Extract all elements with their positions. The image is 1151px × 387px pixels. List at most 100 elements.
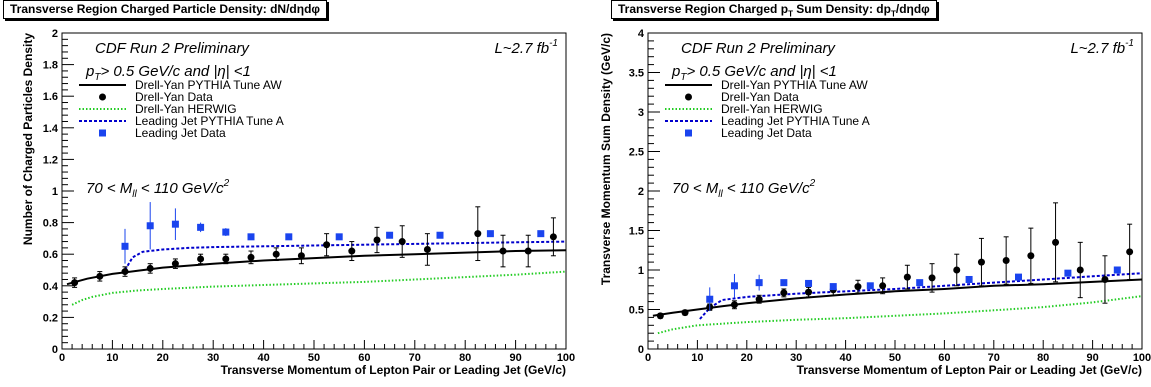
y-tick-label: 0.5 xyxy=(629,305,644,317)
data-point-dy xyxy=(1002,257,1010,265)
y-tick-label: 3.5 xyxy=(629,68,644,80)
data-point-jet xyxy=(1113,266,1121,274)
x-tick-label: 60 xyxy=(358,352,370,364)
data-point-dy xyxy=(71,279,79,287)
legend-label: Drell-Yan PYTHIA Tune AW xyxy=(135,78,282,92)
x-tick-label: 50 xyxy=(889,352,901,364)
x-tick-label: 100 xyxy=(1133,352,1151,364)
y-tick-label: 1 xyxy=(52,186,58,198)
data-point-jet xyxy=(537,230,545,238)
series-line-jet-pythia xyxy=(699,272,1143,320)
y-tick-label: 4 xyxy=(638,28,645,40)
x-tick-label: 100 xyxy=(557,352,575,364)
data-point-jet xyxy=(805,279,813,287)
data-point-jet xyxy=(386,231,394,239)
data-point-jet xyxy=(866,282,874,290)
series-line-dy-pythia xyxy=(66,249,567,286)
chart-title-text-end: /dηdφ xyxy=(895,2,930,16)
data-point-dy xyxy=(805,288,813,296)
data-point-dy xyxy=(928,274,936,282)
chart-title: Transverse Region Charged pT Sum Density… xyxy=(611,0,937,19)
data-point-dy xyxy=(755,295,763,303)
y-tick-label: 0 xyxy=(52,344,58,356)
data-point-dy xyxy=(323,241,331,249)
y-tick-label: 2.5 xyxy=(629,147,644,159)
data-point-dy xyxy=(854,283,862,291)
annotation-mass-pre: 70 < M xyxy=(86,180,133,197)
annotation-mass-window: 70 < Mll < 110 GeV/c2 xyxy=(86,178,230,200)
legend-label: Drell-Yan HERWIG xyxy=(135,102,237,116)
annotation-mass-post: < 110 GeV/c xyxy=(137,180,224,197)
data-point-jet xyxy=(486,230,494,238)
annotation-lumi-sup: -1 xyxy=(549,38,558,49)
annotation-mass-sub: ll xyxy=(718,189,723,200)
data-point-jet xyxy=(1064,269,1072,277)
legend-label: Leading Jet Data xyxy=(721,126,812,140)
x-tick-label: 20 xyxy=(741,352,753,364)
data-point-jet xyxy=(730,282,738,290)
y-tick-label: 1.5 xyxy=(629,226,644,238)
annotation-run: CDF Run 2 Preliminary xyxy=(681,40,836,57)
data-point-jet xyxy=(755,279,763,287)
data-point-dy xyxy=(681,309,689,317)
data-point-dy xyxy=(373,236,381,244)
data-point-jet xyxy=(780,279,788,287)
y-tick-label: 2 xyxy=(638,186,644,198)
annotation-luminosity: L~2.7 fb-1 xyxy=(1070,38,1134,57)
data-point-jet xyxy=(171,220,179,228)
y-tick-label: 0.2 xyxy=(43,312,58,324)
data-point-jet xyxy=(197,223,205,231)
data-point-jet xyxy=(829,283,837,291)
x-tick-label: 40 xyxy=(839,352,851,364)
annotation-mass-post: < 110 GeV/c xyxy=(723,180,810,197)
data-point-dy xyxy=(524,247,532,255)
data-point-jet xyxy=(1015,273,1022,281)
data-point-jet xyxy=(965,275,973,283)
data-point-dy xyxy=(96,272,104,280)
y-axis-label: Number of Charged Particles Density xyxy=(21,33,35,245)
x-axis-label: Transverse Momentum of Lepton Pair or Le… xyxy=(797,363,1142,377)
x-tick-label: 20 xyxy=(157,352,169,364)
chart-svg: 0 10 20 30 40 50 60 70 80 90 100 0 0.5 1 1.5 2 2.5 3 3.5 4 T… xyxy=(599,28,1151,377)
legend-marker-square xyxy=(99,129,106,137)
left-chart-panel: Transverse Region Charged Particle Densi… xyxy=(0,0,575,387)
annotation-mass-pre: 70 < M xyxy=(672,180,719,197)
data-point-jet xyxy=(285,233,293,241)
data-point-dy xyxy=(1052,238,1060,246)
annotation-mass-sup: 2 xyxy=(809,178,816,189)
data-point-jet xyxy=(706,295,714,303)
annotation-lumi-sup: -1 xyxy=(1125,38,1134,49)
y-tick-label: 0 xyxy=(638,344,644,356)
y-tick-label: 0.8 xyxy=(43,218,58,230)
data-point-dy xyxy=(879,282,887,290)
data-point-jet xyxy=(335,233,343,241)
annotation-mass-sub: ll xyxy=(132,189,137,200)
data-point-dy xyxy=(398,238,406,246)
annotation-run: CDF Run 2 Preliminary xyxy=(95,40,250,57)
x-tick-label: 10 xyxy=(691,352,703,364)
x-tick-label: 80 xyxy=(459,352,471,364)
legend-label: Drell-Yan Data xyxy=(721,90,799,104)
x-axis-label: Transverse Momentum of Lepton Pair or Le… xyxy=(221,363,566,377)
legend-marker-circle xyxy=(685,93,692,101)
annotation-mass-sup: 2 xyxy=(223,178,230,189)
data-point-dy xyxy=(656,312,664,320)
annotation-mass-window: 70 < Mll < 110 GeV/c2 xyxy=(672,178,816,200)
data-point-dy xyxy=(1101,275,1109,283)
legend-label: Leading Jet Data xyxy=(135,126,226,140)
data-point-dy xyxy=(171,260,179,268)
legend-label: Leading Jet PYTHIA Tune A xyxy=(135,114,284,128)
annotation-lumi-main: L~2.7 fb xyxy=(494,40,549,57)
chart-title-sub: T xyxy=(788,9,793,19)
data-point-dy xyxy=(953,266,961,274)
annotation-cut-rest: > 0.5 GeV/c and |η| <1 xyxy=(100,63,250,80)
chart-svg: 0 10 20 30 40 50 60 70 80 90 100 0 0.2 0.4 0.6 0.8 1 1.2 1… xyxy=(21,28,575,377)
y-tick-label: 3 xyxy=(638,107,644,119)
series-line-jet-pythia xyxy=(124,240,567,271)
x-tick-label: 90 xyxy=(509,352,521,364)
data-point-dy xyxy=(903,273,911,281)
data-point-dy xyxy=(1076,266,1084,274)
data-point-jet xyxy=(916,279,924,287)
data-point-dy xyxy=(247,253,255,261)
data-point-dy xyxy=(549,233,557,241)
